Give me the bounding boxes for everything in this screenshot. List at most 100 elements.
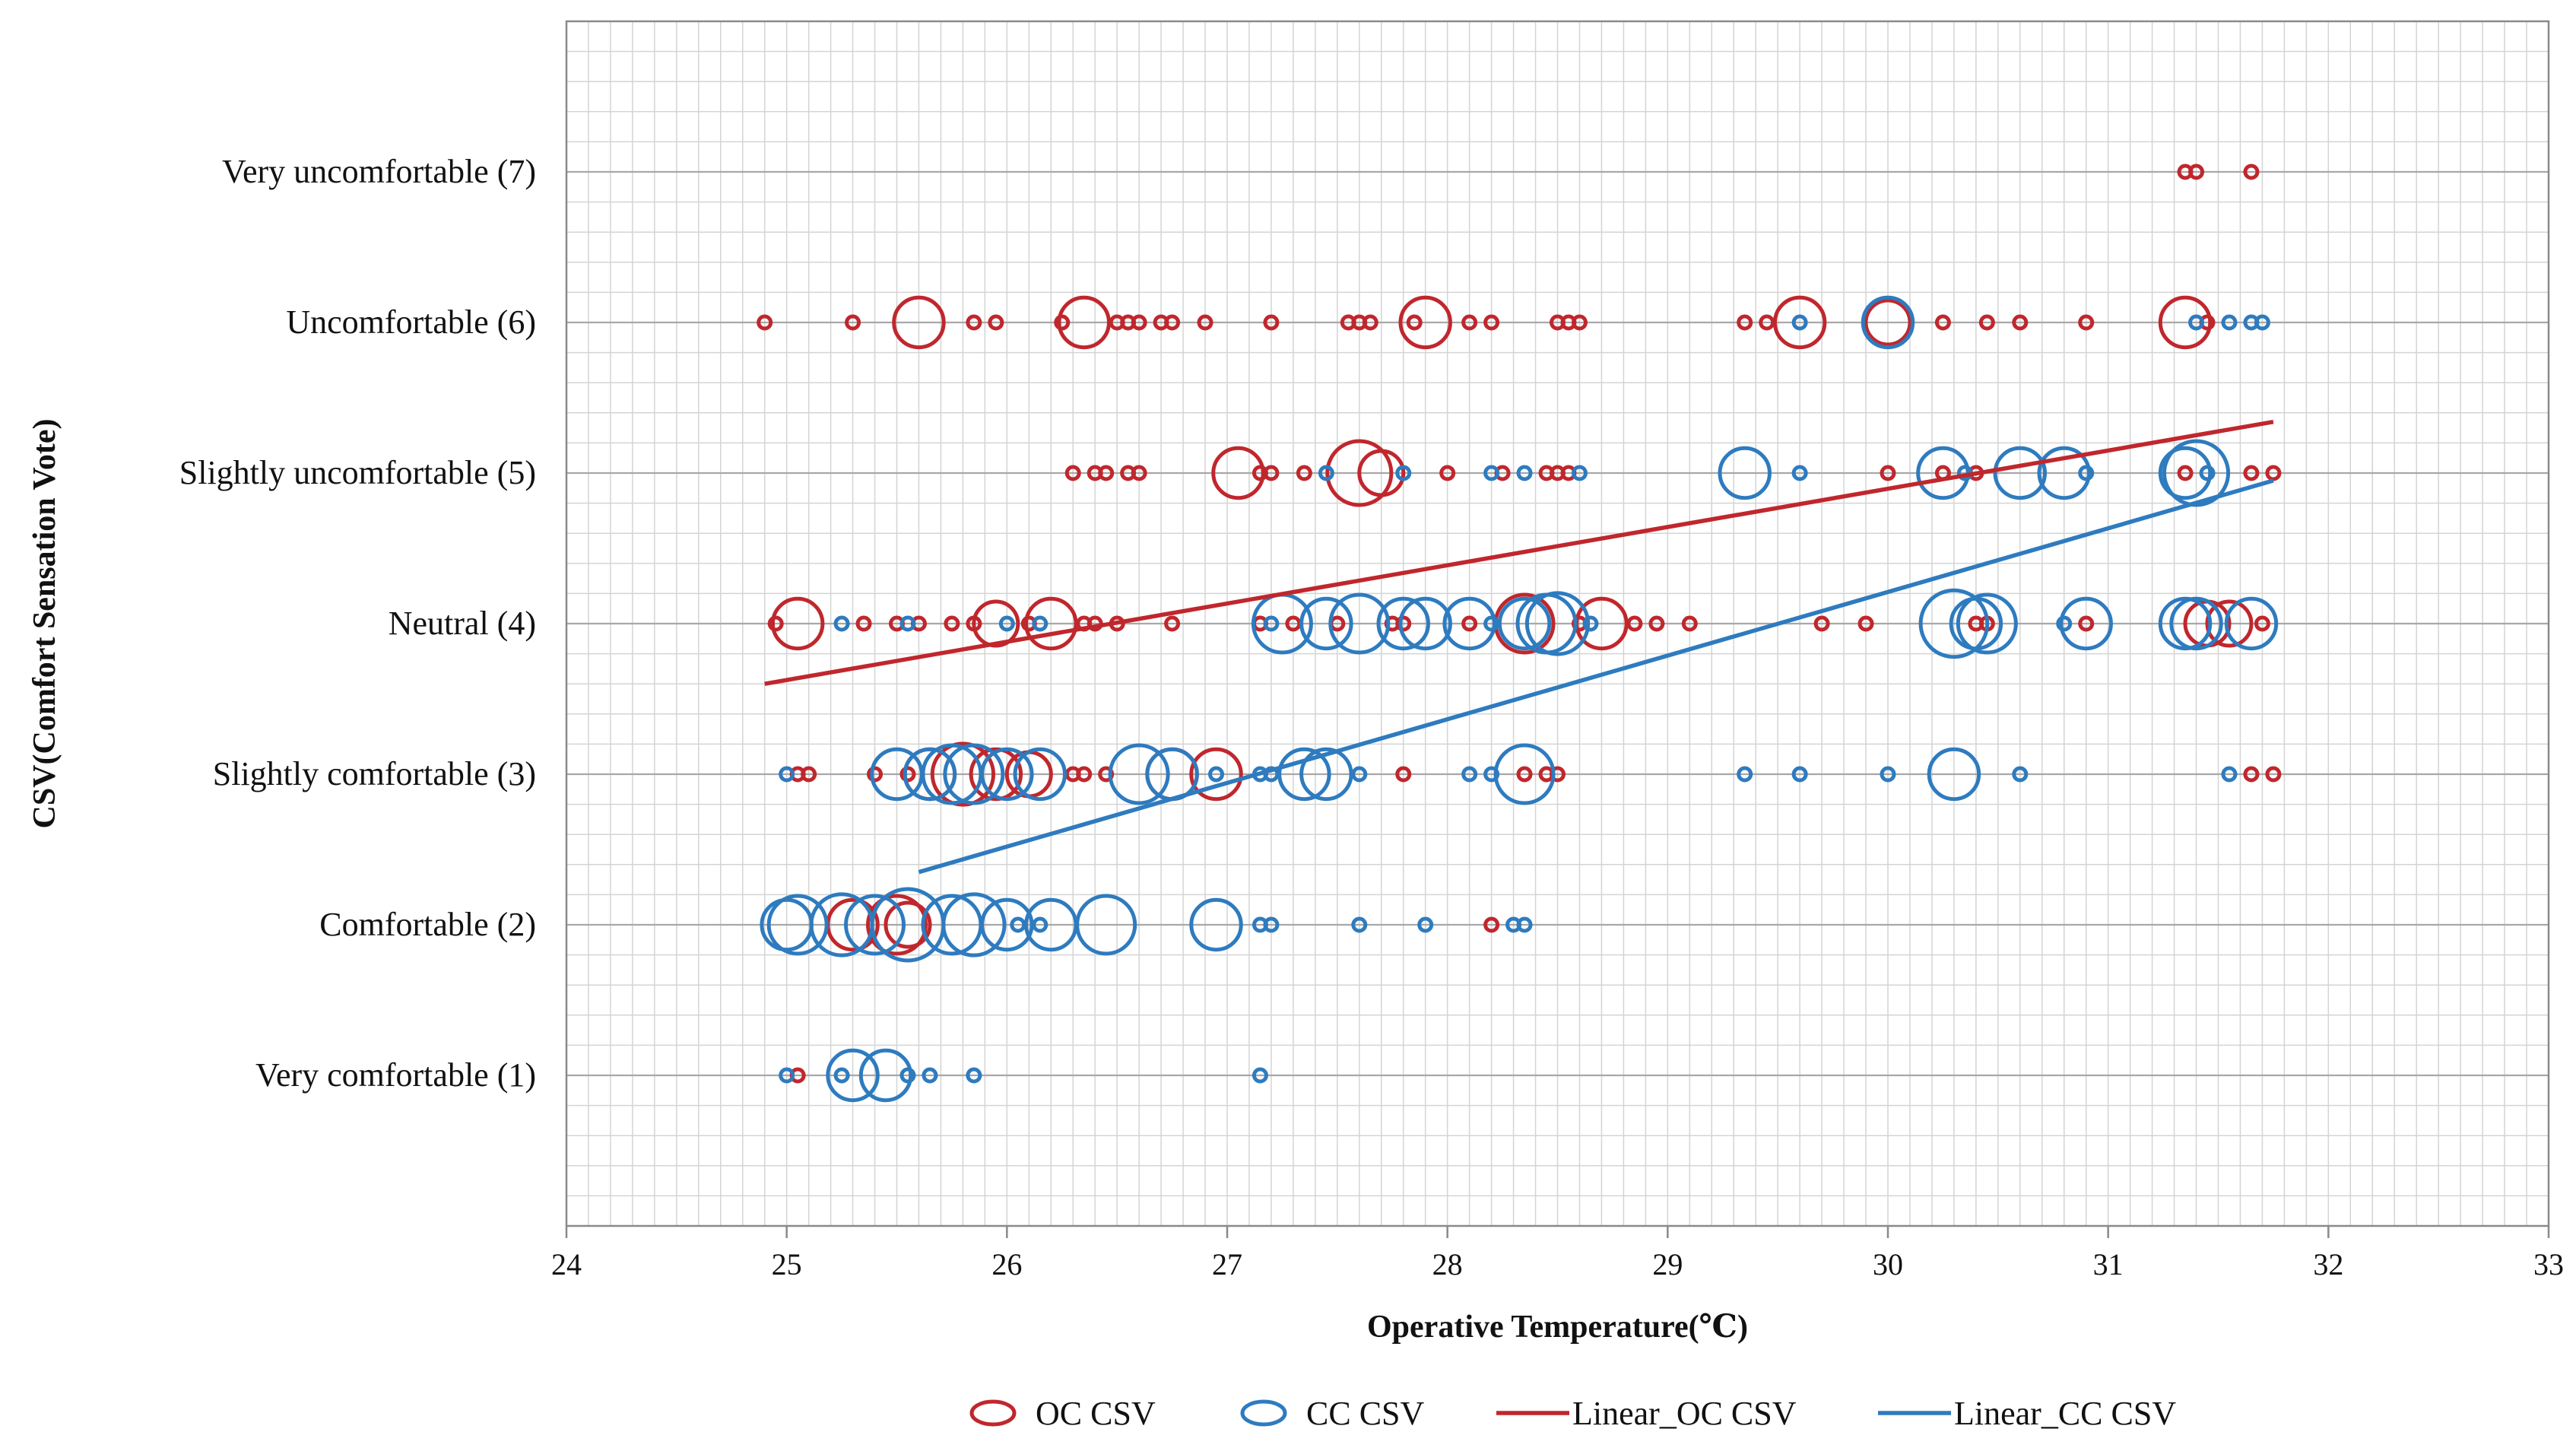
- oc-csv-bubble: [1395, 766, 1412, 783]
- oc-csv-bubble: [1406, 314, 1423, 331]
- oc-csv-bubble: [1164, 314, 1181, 331]
- y-category-label: Slightly uncomfortable (5): [179, 454, 536, 491]
- cc-csv-bubble: [1791, 766, 1808, 783]
- oc-csv-bubble: [2158, 295, 2213, 350]
- oc-csv-bubble: [1211, 446, 1265, 500]
- x-tick-label: 29: [1652, 1247, 1683, 1281]
- cc-csv-bubble: [1493, 743, 1556, 805]
- oc-csv-bubble: [2188, 164, 2205, 180]
- cc-csv-bubble: [2059, 596, 2113, 651]
- y-category-label: Very uncomfortable (7): [222, 153, 536, 190]
- oc-csv-bubble: [1880, 465, 1896, 481]
- oc-csv-bubble: [1483, 314, 1500, 331]
- oc-csv-bubble: [2254, 615, 2270, 632]
- cc-csv-bubble: [1571, 465, 1588, 481]
- cc-csv-bubble: [779, 1067, 795, 1084]
- oc-csv-bubble: [1024, 596, 1078, 651]
- oc-csv-bubble: [1098, 766, 1115, 783]
- oc-csv-bubble: [1934, 314, 1951, 331]
- oc-csv-bubble: [1098, 465, 1115, 481]
- cc-csv-bubble: [844, 894, 906, 956]
- cc-csv-bubble: [943, 743, 1005, 805]
- cc-csv-bubble: [1497, 596, 1552, 651]
- oc-csv-bubble: [845, 314, 861, 331]
- oc-csv-bubble: [1064, 465, 1081, 481]
- cc-csv-bubble: [1791, 465, 1808, 481]
- cc-csv-bubble: [833, 615, 850, 632]
- oc-csv-bubble: [801, 766, 817, 783]
- cc-csv-bubble: [833, 1067, 850, 1084]
- cc-csv-bubble: [922, 1067, 938, 1084]
- y-category-label: Neutral (4): [389, 605, 536, 642]
- x-tick-label: 24: [551, 1247, 582, 1281]
- y-category-label: Very comfortable (1): [255, 1056, 536, 1094]
- x-tick-label: 28: [1432, 1247, 1463, 1281]
- oc-csv-bubble: [1772, 295, 1827, 350]
- y-category-label: Comfortable (2): [319, 906, 536, 943]
- cc-csv-bubble: [1318, 465, 1334, 481]
- oc-csv-bubble: [930, 741, 996, 807]
- oc-csv-bubble: [867, 766, 884, 783]
- oc-csv-bubble: [767, 615, 784, 632]
- x-tick-label: 27: [1212, 1247, 1242, 1281]
- cc-csv-bubble: [1927, 747, 1981, 802]
- oc-csv-bubble: [1189, 747, 1243, 802]
- cc-csv-bubble: [941, 892, 1007, 957]
- oc-csv-bubble: [944, 615, 960, 632]
- trend-lines: [764, 419, 2274, 875]
- oc-csv-bubble: [1681, 615, 1698, 632]
- cc-csv-bubble: [1516, 916, 1533, 933]
- cc-csv-bubble: [1442, 596, 1496, 651]
- oc-csv-bubble: [1516, 766, 1533, 783]
- oc-csv-bubble: [1439, 465, 1456, 481]
- oc-csv-bubble: [1759, 314, 1775, 331]
- oc-csv-bubble: [1648, 615, 1665, 632]
- cc-csv-bubble: [858, 1048, 913, 1103]
- oc-csv-bubble: [1263, 465, 1280, 481]
- oc-csv-bubble: [1325, 439, 1394, 507]
- legend-label-cc-csv: CC CSV: [1306, 1395, 1425, 1432]
- cc-csv-bubble: [1189, 897, 1243, 952]
- data-marks: [757, 164, 2282, 1103]
- cc-csv-bubble: [1398, 596, 1452, 651]
- x-tick-label: 33: [2533, 1247, 2564, 1281]
- oc-csv-bubble: [2078, 314, 2095, 331]
- x-tick-labels: 24 25 26 27 28 29 30 31 32 33: [551, 1247, 2564, 1281]
- cc-csv-bubble: [1328, 592, 1391, 655]
- oc-csv-bubble: [2243, 164, 2260, 180]
- cc-csv-bubble: [2199, 465, 2216, 481]
- cc-csv-bubble: [1718, 446, 1772, 500]
- cc-csv-bubble: [1252, 1067, 1268, 1084]
- cc-csv-bubble: [826, 1048, 880, 1103]
- cc-csv-bubble: [1737, 766, 1753, 783]
- cc-csv-bubble: [1208, 766, 1225, 783]
- oc-csv-bubble: [1076, 766, 1093, 783]
- oc-csv-bubble: [2243, 766, 2260, 783]
- cc-csv-bubble: [1582, 615, 1599, 632]
- cc-csv-bubble: [1880, 766, 1896, 783]
- cc-csv-bubble: [1299, 596, 1353, 651]
- oc-csv-bubble: [1164, 615, 1181, 632]
- x-tick-label: 26: [991, 1247, 1022, 1281]
- oc-csv-bubble: [2243, 465, 2260, 481]
- oc-csv-bubble: [757, 314, 773, 331]
- cc-csv-bubble: [2056, 615, 2073, 632]
- cc-csv-bubble: [1524, 591, 1591, 656]
- cc-csv-bubble: [766, 894, 829, 956]
- cc-csv-bubble: [1032, 916, 1048, 933]
- oc-csv-bubble: [866, 894, 928, 956]
- oc-csv-bubble: [1864, 298, 1912, 347]
- oc-csv-bubble: [1398, 295, 1452, 350]
- oc-csv-bubble: [1131, 465, 1147, 481]
- cc-csv-bubble: [1013, 747, 1068, 802]
- oc-csv-bubble: [2265, 766, 2282, 783]
- oc-csv-bubble: [2078, 615, 2095, 632]
- x-tick-label: 31: [2093, 1247, 2124, 1281]
- cc-csv-bubble: [1376, 596, 1430, 651]
- oc-csv-bubble: [1197, 314, 1213, 331]
- cc-csv-bubble: [980, 897, 1034, 952]
- oc-csv-bubble: [1054, 314, 1071, 331]
- oc-csv-bubble: [1263, 314, 1280, 331]
- y-category-label: Slightly comfortable (3): [213, 755, 536, 792]
